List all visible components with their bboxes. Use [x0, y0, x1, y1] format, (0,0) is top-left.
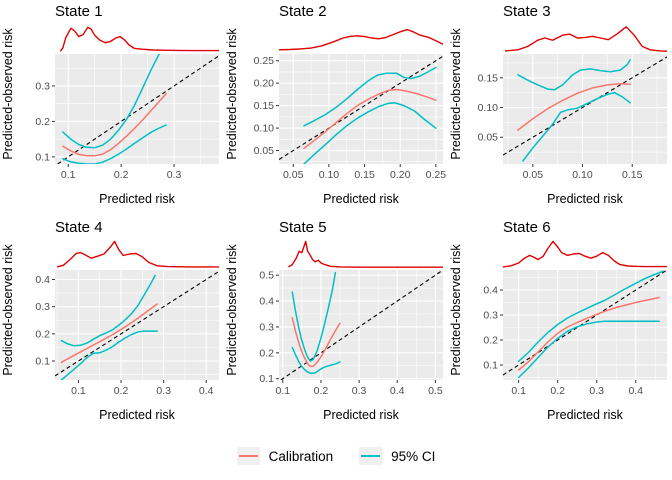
- svg-text:0.1: 0.1: [35, 151, 50, 163]
- x-axis-label: Predicted risk: [547, 408, 623, 422]
- svg-text:0.1: 0.1: [61, 169, 76, 181]
- panel-plot-state-4: 0.1 0.2 0.3 0.4 0.1 0.2 0.3 0.4: [35, 240, 219, 397]
- legend-item-ci: 95% CI: [359, 447, 435, 465]
- svg-text:0.15: 0.15: [254, 100, 275, 112]
- calibration-line-key: [236, 447, 260, 465]
- svg-text:0.3: 0.3: [483, 310, 498, 322]
- y-axis-label: Predicted-observed risk: [225, 244, 239, 376]
- svg-text:0.10: 0.10: [478, 102, 499, 114]
- svg-text:0.2: 0.2: [550, 385, 565, 397]
- svg-text:0.3: 0.3: [167, 169, 182, 181]
- svg-text:0.2: 0.2: [114, 169, 129, 181]
- svg-text:0.05: 0.05: [254, 145, 275, 157]
- svg-text:0.4: 0.4: [35, 274, 50, 286]
- svg-text:0.2: 0.2: [114, 385, 129, 397]
- svg-text:0.2: 0.2: [35, 328, 50, 340]
- svg-text:0.3: 0.3: [35, 80, 50, 92]
- svg-text:0.25: 0.25: [426, 169, 447, 181]
- panel-grid: State 1 Predicted-observed risk 0.1 0.2 0.…: [0, 0, 672, 432]
- y-axis-label: Predicted-observed risk: [225, 28, 239, 160]
- legend-label-calibration: Calibration: [268, 448, 334, 464]
- x-axis-label: Predicted risk: [99, 408, 175, 422]
- panel-title: State 6: [503, 219, 551, 236]
- svg-text:0.25: 0.25: [254, 55, 275, 67]
- svg-text:0.3: 0.3: [352, 385, 367, 397]
- x-axis-label: Predicted risk: [323, 192, 399, 206]
- y-axis-label: Predicted-observed risk: [1, 28, 15, 160]
- svg-text:0.20: 0.20: [254, 78, 275, 90]
- x-axis-label: Predicted risk: [547, 192, 623, 206]
- panel-title: State 5: [279, 219, 327, 236]
- panel-plot-state-2: 0.05 0.10 0.15 0.20 0.25 0.05 0.10 0.15 0.20 0.25: [254, 28, 447, 181]
- panel-state-3: State 3 Predicted-observed risk 0.05 0.10…: [448, 0, 672, 216]
- svg-text:0.5: 0.5: [428, 385, 443, 397]
- calibration-key-line: [238, 455, 258, 457]
- svg-text:0.10: 0.10: [319, 169, 340, 181]
- svg-text:0.1: 0.1: [71, 385, 86, 397]
- svg-text:0.3: 0.3: [35, 301, 50, 313]
- legend-item-calibration: Calibration: [236, 447, 334, 465]
- panel-plot-state-6: 0.1 0.2 0.3 0.4 0.1 0.2 0.3 0.4: [483, 240, 667, 397]
- svg-text:0.4: 0.4: [199, 385, 214, 397]
- svg-text:0.20: 0.20: [390, 169, 411, 181]
- svg-text:0.1: 0.1: [483, 360, 498, 372]
- panel-title: State 1: [55, 3, 103, 20]
- panel-plot-state-3: 0.05 0.10 0.15 0.05 0.10 0.15: [478, 26, 668, 181]
- svg-text:0.05: 0.05: [523, 169, 544, 181]
- ci-line-key: [359, 447, 383, 465]
- panel-state-4: State 4 Predicted-observed risk 0.1 0.2 0.…: [0, 216, 224, 432]
- svg-text:0.4: 0.4: [390, 385, 405, 397]
- panel-state-2: State 2 Predicted-observed risk 0.05 0.10…: [224, 0, 448, 216]
- x-axis-label: Predicted risk: [323, 408, 399, 422]
- svg-text:0.1: 0.1: [259, 373, 274, 385]
- svg-text:0.1: 0.1: [511, 385, 526, 397]
- panel-title: State 4: [55, 219, 103, 236]
- legend-label-ci: 95% CI: [391, 448, 436, 464]
- legend: Calibration 95% CI: [0, 432, 672, 480]
- svg-text:0.10: 0.10: [572, 169, 593, 181]
- panel-title: State 3: [503, 3, 551, 20]
- ci-key-line: [361, 455, 381, 457]
- svg-text:0.05: 0.05: [283, 169, 304, 181]
- panel-title: State 2: [279, 3, 327, 20]
- svg-text:0.4: 0.4: [628, 385, 643, 397]
- svg-text:0.2: 0.2: [35, 116, 50, 128]
- svg-text:0.2: 0.2: [483, 335, 498, 347]
- svg-text:0.2: 0.2: [314, 385, 329, 397]
- svg-text:0.3: 0.3: [156, 385, 171, 397]
- y-axis-label: Predicted-observed risk: [449, 244, 463, 376]
- panel-state-6: State 6 Predicted-observed risk 0.1 0.2 0.…: [448, 216, 672, 432]
- svg-text:0.1: 0.1: [276, 385, 291, 397]
- svg-text:0.05: 0.05: [478, 132, 499, 144]
- x-axis-label: Predicted risk: [99, 192, 175, 206]
- svg-text:0.10: 0.10: [254, 123, 275, 135]
- panel-state-5: State 5 Predicted-observed risk 0.1 0.2 0.…: [224, 216, 448, 432]
- svg-text:0.15: 0.15: [478, 72, 499, 84]
- svg-text:0.3: 0.3: [259, 321, 274, 333]
- panel-state-1: State 1 Predicted-observed risk 0.1 0.2 0.…: [0, 0, 224, 216]
- svg-text:0.3: 0.3: [589, 385, 604, 397]
- svg-text:0.5: 0.5: [259, 270, 274, 282]
- svg-text:0.15: 0.15: [622, 169, 643, 181]
- svg-text:0.2: 0.2: [259, 347, 274, 359]
- panel-plot-state-5: 0.1 0.2 0.3 0.4 0.5 0.1 0.2 0.3 0.4 0.5: [259, 240, 443, 397]
- y-axis-label: Predicted-observed risk: [1, 244, 15, 376]
- svg-text:0.1: 0.1: [35, 355, 50, 367]
- svg-text:0.15: 0.15: [354, 169, 375, 181]
- svg-text:0.4: 0.4: [483, 285, 498, 297]
- svg-text:0.4: 0.4: [259, 296, 274, 308]
- y-axis-label: Predicted-observed risk: [449, 28, 463, 160]
- panel-plot-state-1: 0.1 0.2 0.3 0.1 0.2 0.3: [35, 26, 219, 181]
